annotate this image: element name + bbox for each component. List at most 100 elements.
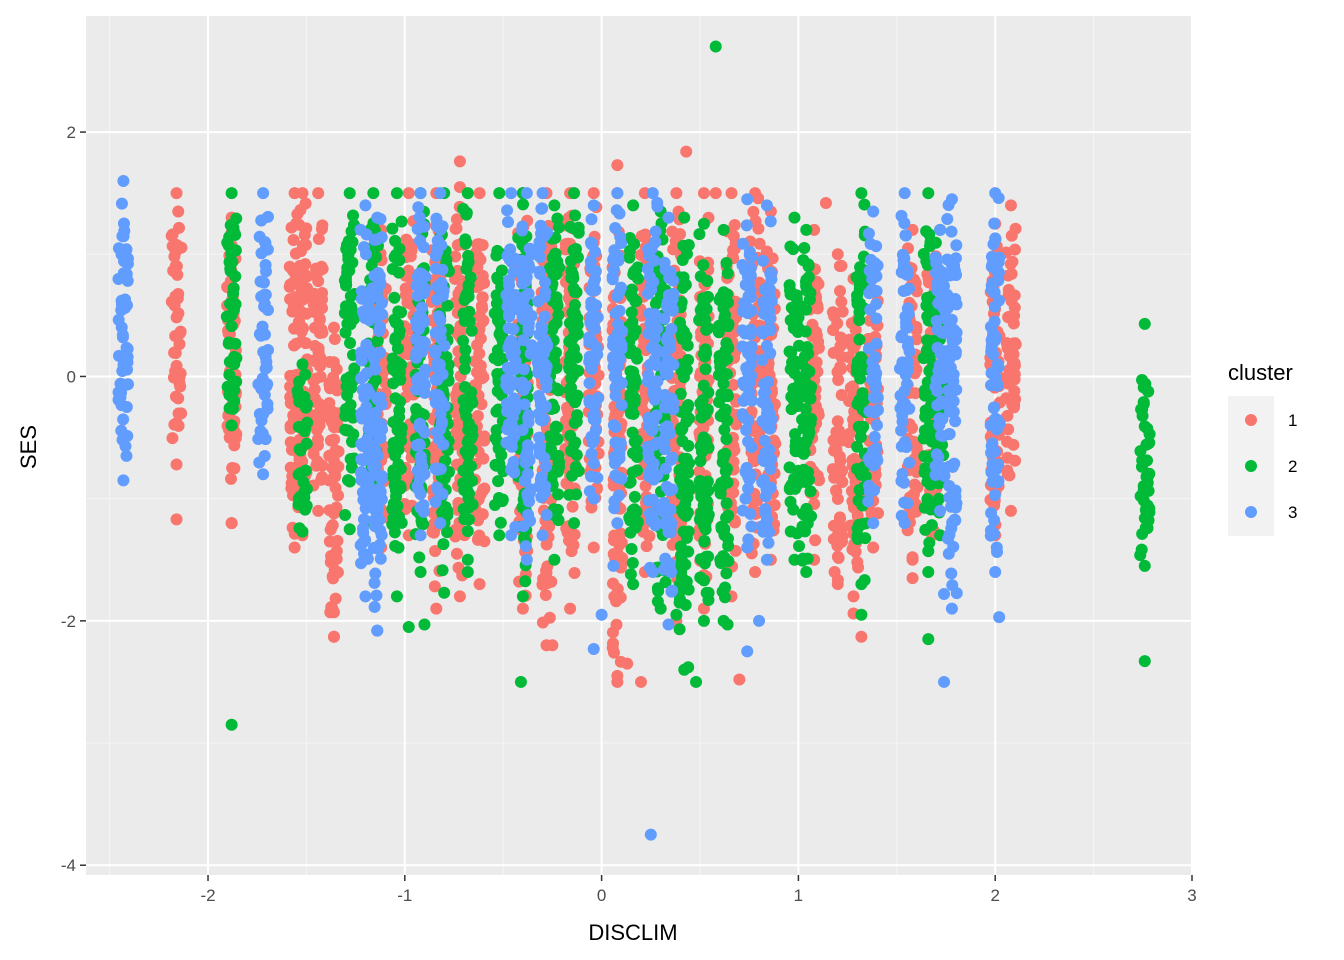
point-series-3 [658,256,671,269]
point-series-3 [355,354,368,367]
point-series-3 [934,223,947,236]
point-series-2 [298,425,311,438]
point-series-3 [643,453,656,466]
point-series-2 [567,282,580,295]
point-series-1 [730,418,743,431]
point-series-2 [496,352,509,365]
point-series-2 [652,584,665,597]
point-series-2 [859,532,872,545]
point-series-2 [548,553,561,566]
point-series-3 [944,405,957,418]
point-series-3 [588,400,601,413]
point-series-1 [474,359,487,372]
point-series-1 [172,205,185,218]
point-series-2 [856,468,869,481]
point-series-1 [831,519,844,532]
point-series-2 [298,485,311,498]
point-series-1 [170,416,183,429]
point-series-3 [516,277,529,290]
point-series-2 [227,287,240,300]
point-series-3 [662,618,675,631]
point-series-2 [676,254,689,267]
point-series-3 [120,449,133,462]
point-series-2 [798,350,811,363]
point-series-3 [992,256,1005,269]
point-series-2 [626,466,639,479]
point-series-3 [756,254,769,267]
point-series-2 [651,595,664,608]
point-series-3 [434,223,447,236]
point-series-2 [801,517,814,530]
point-series-3 [503,253,516,266]
point-series-3 [261,398,274,411]
point-series-3 [745,250,758,263]
point-series-1 [541,577,554,590]
point-series-3 [739,278,752,291]
y-axis: -4-202 [61,123,86,875]
point-series-2 [853,333,866,346]
point-series-3 [661,420,674,433]
point-series-2 [490,249,503,262]
point-series-2 [220,310,233,323]
point-series-2 [680,531,693,544]
point-series-3 [508,340,521,353]
point-series-2 [784,284,797,297]
point-series-3 [949,484,962,497]
point-series-3 [525,339,538,352]
point-series-3 [742,470,755,483]
point-series-1 [832,428,845,441]
point-series-2 [549,247,562,260]
point-series-3 [587,435,600,448]
point-series-1 [906,422,919,435]
point-series-3 [760,199,773,212]
point-series-2 [717,451,730,464]
point-series-3 [536,332,549,345]
point-series-3 [429,344,442,357]
point-series-3 [540,381,553,394]
point-series-1 [709,187,722,200]
point-series-3 [658,345,671,358]
y-tick-label: 2 [67,123,76,142]
point-series-3 [659,517,672,530]
point-series-3 [414,187,427,200]
point-series-2 [697,614,710,627]
point-series-3 [659,401,672,414]
point-series-2 [1141,499,1154,512]
point-series-2 [850,365,863,378]
point-series-1 [451,264,464,277]
point-series-3 [435,417,448,430]
point-series-3 [988,315,1001,328]
point-series-1 [296,187,309,200]
point-series-3 [418,220,431,233]
point-series-2 [789,435,802,448]
point-series-1 [812,335,825,348]
point-series-2 [516,590,529,603]
point-series-3 [611,359,624,372]
point-series-2 [805,412,818,425]
point-series-3 [369,406,382,419]
point-series-1 [450,222,463,235]
point-series-3 [757,296,770,309]
point-series-1 [168,346,181,359]
point-series-3 [740,219,753,232]
point-series-2 [851,293,864,306]
point-series-1 [173,221,186,234]
point-series-2 [543,430,556,443]
point-series-3 [118,302,131,315]
point-series-3 [929,460,942,473]
point-series-3 [368,576,381,589]
point-series-1 [428,580,441,593]
point-series-2 [458,513,471,526]
point-series-3 [611,187,624,200]
point-series-3 [644,317,657,330]
point-series-3 [941,302,954,315]
point-series-1 [1009,393,1022,406]
point-series-3 [417,368,430,381]
point-series-1 [169,390,182,403]
point-series-1 [640,540,653,553]
point-series-2 [855,423,868,436]
point-series-2 [919,410,932,423]
point-series-2 [570,351,583,364]
point-series-3 [896,415,909,428]
point-series-1 [310,459,323,472]
